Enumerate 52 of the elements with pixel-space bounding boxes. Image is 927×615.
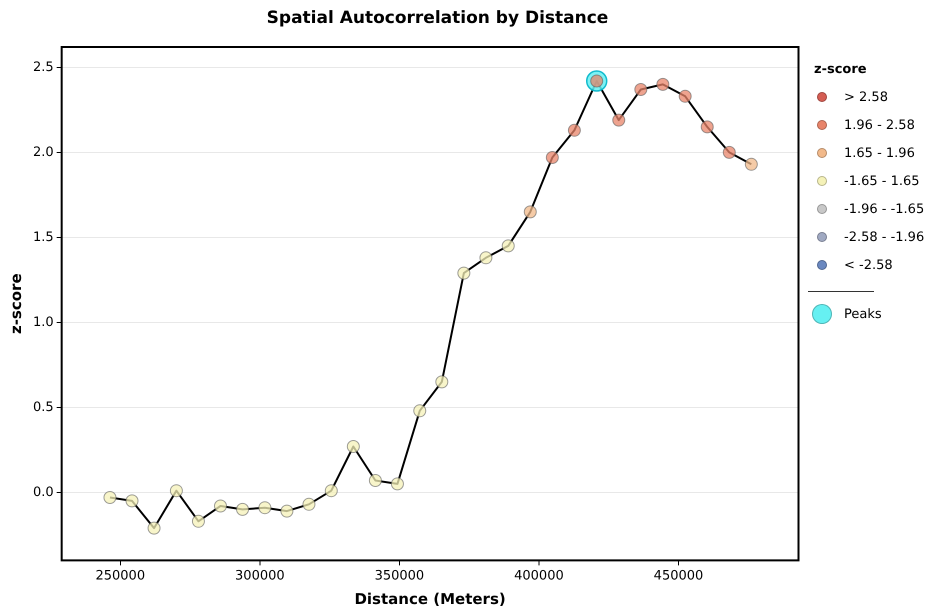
- point: [744, 158, 758, 171]
- point: [546, 151, 559, 164]
- y-tick-label: 1.0: [32, 314, 54, 330]
- point: [502, 239, 515, 252]
- point: [722, 146, 736, 159]
- point: [479, 251, 492, 264]
- point: [324, 484, 338, 498]
- legend-label: -1.65 - 1.65: [844, 174, 920, 188]
- point: [280, 504, 294, 518]
- y-tick-label: 2.5: [32, 60, 54, 75]
- legend-label: -2.58 - -1.96: [844, 230, 924, 244]
- point: [103, 491, 116, 504]
- legend-label: 1.65 - 1.96: [844, 146, 915, 160]
- legend-label: 1.96 - 2.58: [844, 118, 915, 132]
- point: [700, 120, 714, 134]
- point: [258, 501, 272, 514]
- point: [302, 498, 316, 511]
- x-tick-label: 300000: [235, 568, 285, 584]
- point: [148, 522, 161, 535]
- point: [568, 124, 581, 137]
- point: [192, 514, 205, 528]
- point: [634, 83, 648, 96]
- y-tick-label: 0.0: [32, 484, 54, 500]
- y-tick-label: 2.0: [32, 144, 54, 160]
- point: [346, 440, 360, 453]
- x-tick-label: 250000: [95, 568, 146, 584]
- point: [435, 375, 448, 388]
- point: [214, 500, 227, 512]
- x-axis-title: Distance (Meters): [354, 590, 506, 608]
- legend-label: < -2.58: [844, 258, 893, 272]
- point: [368, 474, 382, 487]
- point: [656, 78, 670, 91]
- legend-label: -1.96 - -1.65: [844, 202, 924, 216]
- point: [678, 90, 692, 103]
- x-tick-label: 350000: [374, 568, 424, 584]
- point: [612, 114, 626, 127]
- point: [524, 205, 537, 218]
- point: [126, 494, 139, 508]
- legend-label: Peaks: [844, 306, 882, 322]
- y-tick-label: 0.5: [32, 400, 54, 415]
- y-axis-title: z-score: [6, 273, 25, 334]
- legend-title: z-score: [814, 62, 868, 77]
- point: [236, 502, 250, 516]
- legend-label: > 2.58: [844, 90, 888, 104]
- point: [457, 266, 470, 280]
- chart-title: Spatial Autocorrelation by Distance: [266, 8, 610, 28]
- x-tick-label: 450000: [654, 568, 704, 584]
- point: [170, 484, 183, 498]
- point: [413, 404, 426, 418]
- y-tick-label: 1.5: [32, 230, 54, 245]
- x-tick-label: 400000: [514, 568, 564, 584]
- point: [390, 477, 404, 490]
